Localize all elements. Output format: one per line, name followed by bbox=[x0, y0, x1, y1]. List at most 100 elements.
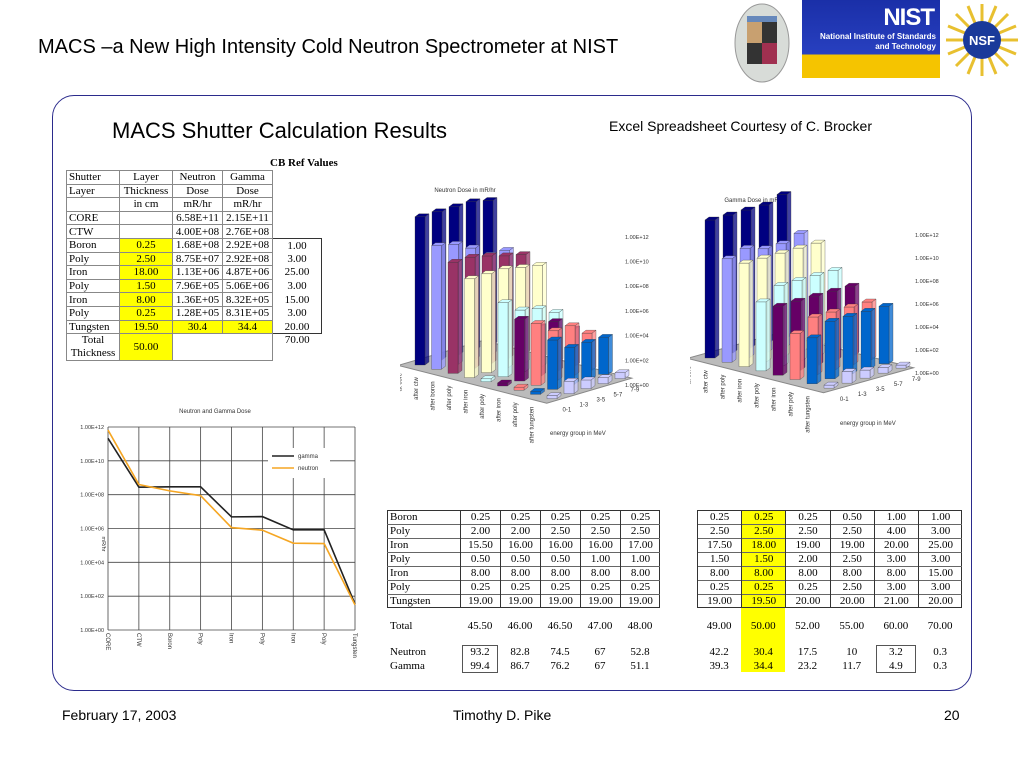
bar-front bbox=[447, 262, 459, 374]
bar-top bbox=[738, 259, 754, 264]
y-tick-label: 1.00E+04 bbox=[915, 325, 939, 331]
bar-front bbox=[547, 339, 558, 390]
neutron-dose-value: 17.5 bbox=[797, 646, 818, 658]
bar-side bbox=[816, 334, 822, 385]
layer-cell: Poly bbox=[66, 305, 120, 321]
ref-cell: 3.00 bbox=[272, 252, 322, 266]
thickness-cell: 15.00 bbox=[918, 566, 962, 580]
bar-top bbox=[532, 262, 547, 266]
thickness-cell: 0.25 bbox=[580, 580, 620, 594]
bar-side bbox=[731, 255, 737, 363]
bar-top bbox=[482, 197, 498, 201]
energy-label: 0-1 bbox=[563, 408, 572, 414]
layer-label: after iron bbox=[738, 379, 744, 403]
bar-top bbox=[810, 239, 826, 244]
thickness-cell: 0.25 bbox=[620, 510, 660, 524]
table-row: Iron 18.00 1.13E+06 4.87E+06 25.00 bbox=[66, 265, 322, 280]
bar-after-poly-7-9 bbox=[878, 303, 894, 365]
layer-label: after ctw bbox=[414, 377, 420, 400]
bar-top bbox=[756, 254, 772, 259]
bar-top bbox=[465, 244, 480, 249]
bar-side bbox=[714, 216, 720, 359]
bar-top bbox=[792, 244, 808, 249]
ref-cell: 1.00 bbox=[272, 237, 322, 253]
thickness-cell bbox=[119, 224, 173, 239]
total-label: Total bbox=[390, 620, 413, 632]
bar-top bbox=[431, 242, 446, 246]
bar-top bbox=[772, 303, 788, 307]
bar-top bbox=[548, 318, 563, 322]
bar-top bbox=[580, 376, 596, 381]
bar-top bbox=[597, 374, 613, 378]
bar-top bbox=[704, 216, 720, 221]
thickness-cell: 1.00 bbox=[873, 510, 918, 524]
bar-front bbox=[481, 273, 492, 373]
y-tick-label: 1.00E+10 bbox=[625, 260, 649, 266]
y-tick-label: 1.00E+06 bbox=[625, 309, 649, 315]
bar-top bbox=[547, 336, 562, 341]
thickness-cell: 19.50 bbox=[741, 594, 785, 608]
neutron-dose-value: 93.2 bbox=[470, 646, 490, 658]
bar-top bbox=[758, 201, 774, 206]
total-value: 70.00 bbox=[927, 620, 953, 632]
bar-after-poly-1-3 bbox=[824, 318, 840, 380]
bar-side bbox=[457, 258, 463, 374]
thickness-cell: 20.00 bbox=[873, 538, 918, 552]
neutron-cell: Neutron bbox=[172, 170, 223, 185]
neutron-cell: 1.13E+06 bbox=[172, 265, 223, 280]
thickness-cell: 0.25 bbox=[500, 580, 540, 594]
y-tick-label: 1.00E+10 bbox=[80, 459, 104, 465]
bar-at-core-0-1 bbox=[704, 216, 720, 359]
bar-front bbox=[530, 323, 542, 386]
thickness-cell: 0.25 bbox=[741, 580, 785, 594]
bar-side bbox=[834, 318, 840, 380]
thickness-cell: 0.50 bbox=[540, 552, 580, 566]
layer-label: at core bbox=[400, 372, 403, 391]
bar-front bbox=[431, 245, 442, 370]
thickness-cell: 0.25 bbox=[697, 580, 741, 594]
thickness-cell: 2.50 bbox=[697, 524, 741, 538]
bar-top bbox=[513, 384, 529, 388]
bar-top bbox=[861, 298, 877, 303]
bar-front bbox=[824, 321, 836, 379]
bar-front bbox=[497, 382, 508, 387]
table-row: in cm mR/hr mR/hr bbox=[66, 197, 322, 212]
x-axis-label: energy group in MeV bbox=[840, 421, 896, 427]
footer-date: February 17, 2003 bbox=[62, 707, 177, 723]
neutron-cell: 1.36E+05 bbox=[172, 292, 223, 307]
nist-logo-subtext: National Institute of Standards and Tech… bbox=[819, 32, 936, 51]
x-tick-label: Poly bbox=[197, 633, 203, 645]
thickness-cell: 1.50 bbox=[741, 552, 785, 566]
bar-front bbox=[414, 216, 426, 366]
y-tick-label: 1.00E+12 bbox=[625, 235, 649, 241]
bar-after-poly-7-9 bbox=[598, 334, 613, 375]
gamma-cell: 2.92E+08 bbox=[222, 251, 273, 267]
bar-front bbox=[789, 333, 801, 380]
layer-label: after poly bbox=[789, 392, 795, 417]
layer-cell: Boron bbox=[66, 237, 120, 253]
bar-top bbox=[841, 368, 857, 372]
thickness-cell: 2.50 bbox=[829, 580, 874, 594]
bar-top bbox=[530, 320, 546, 324]
thickness-cell: 1.00 bbox=[620, 552, 660, 566]
bar-top bbox=[895, 361, 911, 366]
bar-top bbox=[498, 252, 514, 257]
layer-cell: Layer bbox=[66, 183, 120, 199]
bar-side bbox=[852, 313, 858, 375]
bar-front bbox=[704, 219, 716, 359]
bar-top bbox=[775, 240, 791, 244]
bar-after-tungsten-7-9 bbox=[614, 369, 630, 379]
bar-top bbox=[825, 308, 841, 313]
ref-cell: 15.00 bbox=[272, 292, 322, 307]
bar-top bbox=[740, 206, 756, 211]
bar-front bbox=[755, 301, 767, 372]
gamma-dose-value: 39.3 bbox=[709, 660, 729, 672]
thickness-cell: 16.00 bbox=[500, 538, 540, 552]
x-tick-label: Iron bbox=[228, 633, 234, 643]
y-axis-label: mR/hr bbox=[100, 537, 106, 552]
bar-top bbox=[824, 318, 840, 322]
bar-side bbox=[748, 259, 754, 367]
ref-cell: 25.00 bbox=[272, 265, 322, 280]
bar-top bbox=[878, 303, 894, 307]
layer-label: after iron bbox=[772, 388, 778, 412]
